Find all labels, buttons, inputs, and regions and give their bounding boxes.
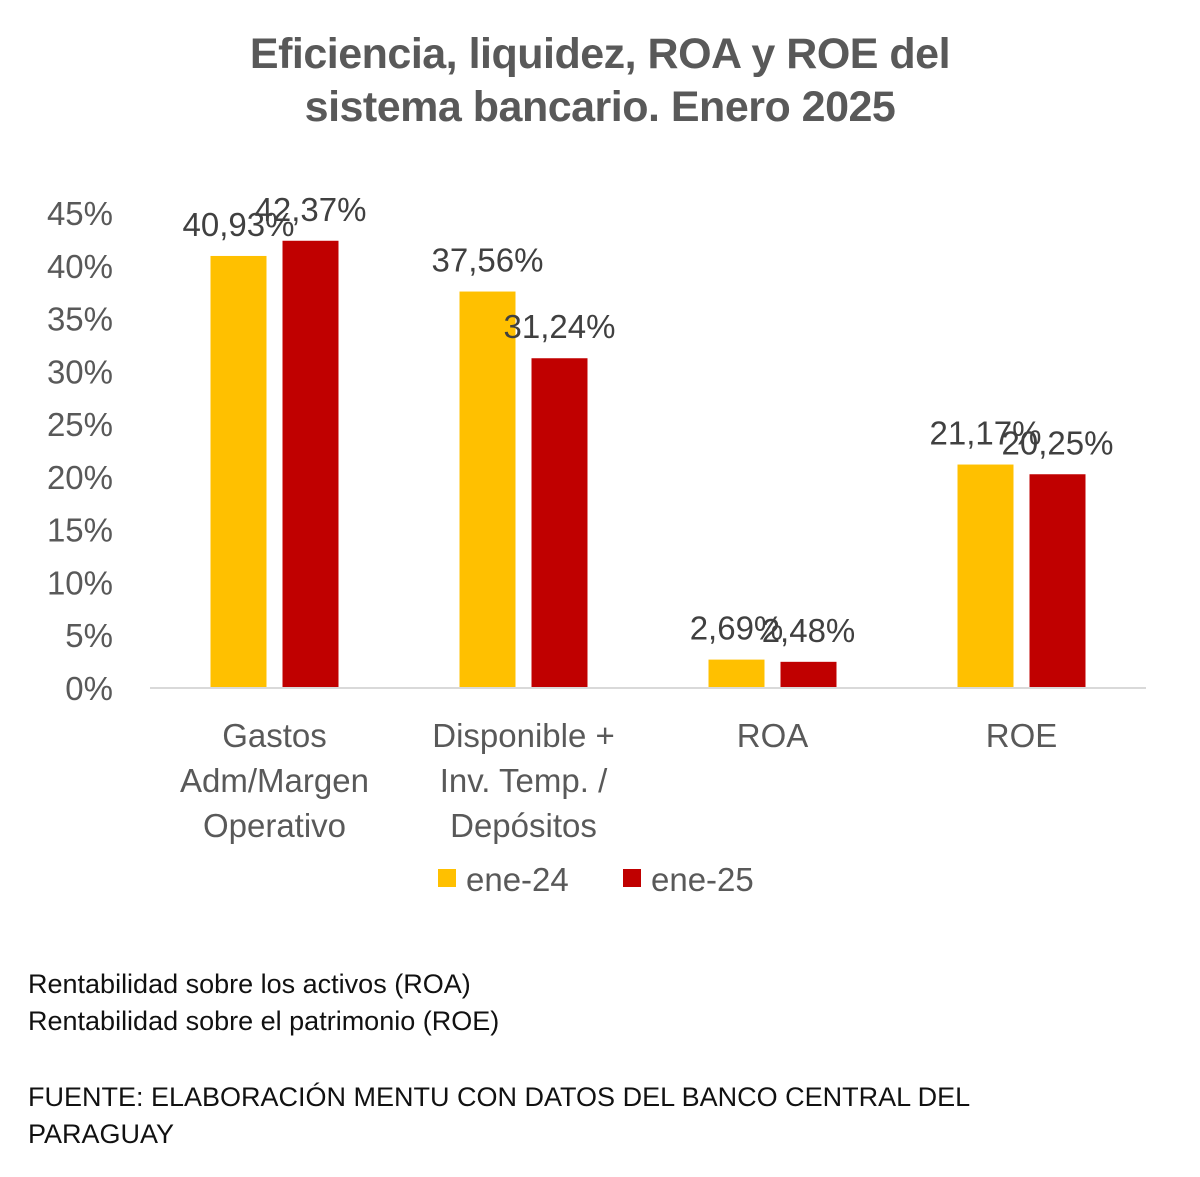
bar-chart: 0% 5% 10% 15% 20% 25% 30% 35% 40% 45% 40,93% 37,56… bbox=[47, 191, 1146, 898]
note-roa: Rentabilidad sobre los activos (ROA) bbox=[28, 969, 471, 999]
y-tick-label: 25% bbox=[47, 406, 113, 443]
data-label-ene-24-3: 21,17% bbox=[930, 415, 1042, 452]
x-tick-label: ROE bbox=[986, 717, 1058, 754]
y-tick-label: 5% bbox=[65, 617, 113, 654]
x-tick-label-line: Disponible + bbox=[432, 717, 615, 754]
y-tick-label: 0% bbox=[65, 670, 113, 707]
bar-ene-25-2 bbox=[780, 661, 837, 688]
bar-ene-24-3 bbox=[957, 464, 1014, 688]
bar-ene-25-1 bbox=[531, 358, 588, 688]
chart-title-line-1: Eficiencia, liquidez, ROA y ROE del bbox=[249, 30, 951, 78]
data-label-ene-24-2: 2,69% bbox=[690, 610, 784, 647]
x-tick-label: ROA bbox=[737, 717, 809, 754]
x-tick-label-line: Depósitos bbox=[450, 807, 597, 844]
legend-swatch-ene-25 bbox=[623, 869, 641, 887]
y-tick-label: 20% bbox=[47, 459, 113, 496]
y-axis: 0% 5% 10% 15% 20% 25% 30% 35% 40% 45% bbox=[47, 195, 113, 707]
data-label-ene-25-3: 20,25% bbox=[1002, 424, 1114, 461]
legend-label-ene-25: ene-25 bbox=[651, 861, 754, 898]
legend-label-ene-24: ene-24 bbox=[466, 861, 569, 898]
bar-ene-24-1 bbox=[459, 291, 516, 688]
legend-swatch-ene-24 bbox=[438, 869, 456, 887]
x-tick-label-line: ROA bbox=[737, 717, 809, 754]
x-tick-label-line: Gastos bbox=[222, 717, 327, 754]
x-tick-label-line: ROE bbox=[986, 717, 1058, 754]
note-roe: Rentabilidad sobre el patrimonio (ROE) bbox=[28, 1006, 500, 1036]
data-label-ene-24-1: 37,56% bbox=[432, 242, 544, 279]
data-labels: 40,93% 37,56% 2,69% 21,17% 42,37% 31,24% 2,48%… bbox=[183, 191, 1114, 649]
chart-title-line-2: sistema bancario. Enero 2025 bbox=[304, 83, 896, 131]
y-tick-label: 15% bbox=[47, 512, 113, 549]
data-label-ene-25-2: 2,48% bbox=[762, 612, 856, 649]
bar-ene-24-0 bbox=[210, 255, 267, 688]
x-axis-labels: Gastos Adm/Margen Operativo Disponible + Inv… bbox=[180, 717, 1057, 844]
y-tick-label: 40% bbox=[47, 248, 113, 285]
data-label-ene-25-0: 42,37% bbox=[255, 191, 367, 228]
legend: ene-24 ene-25 bbox=[438, 861, 754, 898]
x-tick-label: Gastos Adm/Margen Operativo bbox=[180, 717, 369, 844]
y-tick-label: 45% bbox=[47, 195, 113, 232]
bar-ene-24-2 bbox=[708, 659, 765, 688]
x-tick-label: Disponible + Inv. Temp. / Depósitos bbox=[432, 717, 615, 844]
x-tick-label-line: Inv. Temp. / bbox=[440, 762, 608, 799]
data-label-ene-24-0: 40,93% bbox=[183, 206, 295, 243]
y-tick-label: 30% bbox=[47, 353, 113, 390]
bar-ene-25-0 bbox=[282, 240, 339, 688]
notes: Rentabilidad sobre los activos (ROA) Ren… bbox=[28, 966, 499, 1040]
bars bbox=[210, 240, 1086, 688]
bar-ene-25-3 bbox=[1029, 474, 1086, 688]
y-tick-label: 35% bbox=[47, 301, 113, 338]
x-tick-label-line: Adm/Margen bbox=[180, 762, 369, 799]
source-note: FUENTE: ELABORACIÓN MENTU CON DATOS DEL … bbox=[28, 1082, 970, 1149]
x-tick-label-line: Operativo bbox=[203, 807, 346, 844]
y-tick-label: 10% bbox=[47, 564, 113, 601]
data-label-ene-25-1: 31,24% bbox=[504, 308, 616, 345]
chart-title: Eficiencia, liquidez, ROA y ROE del sist… bbox=[0, 28, 1200, 134]
